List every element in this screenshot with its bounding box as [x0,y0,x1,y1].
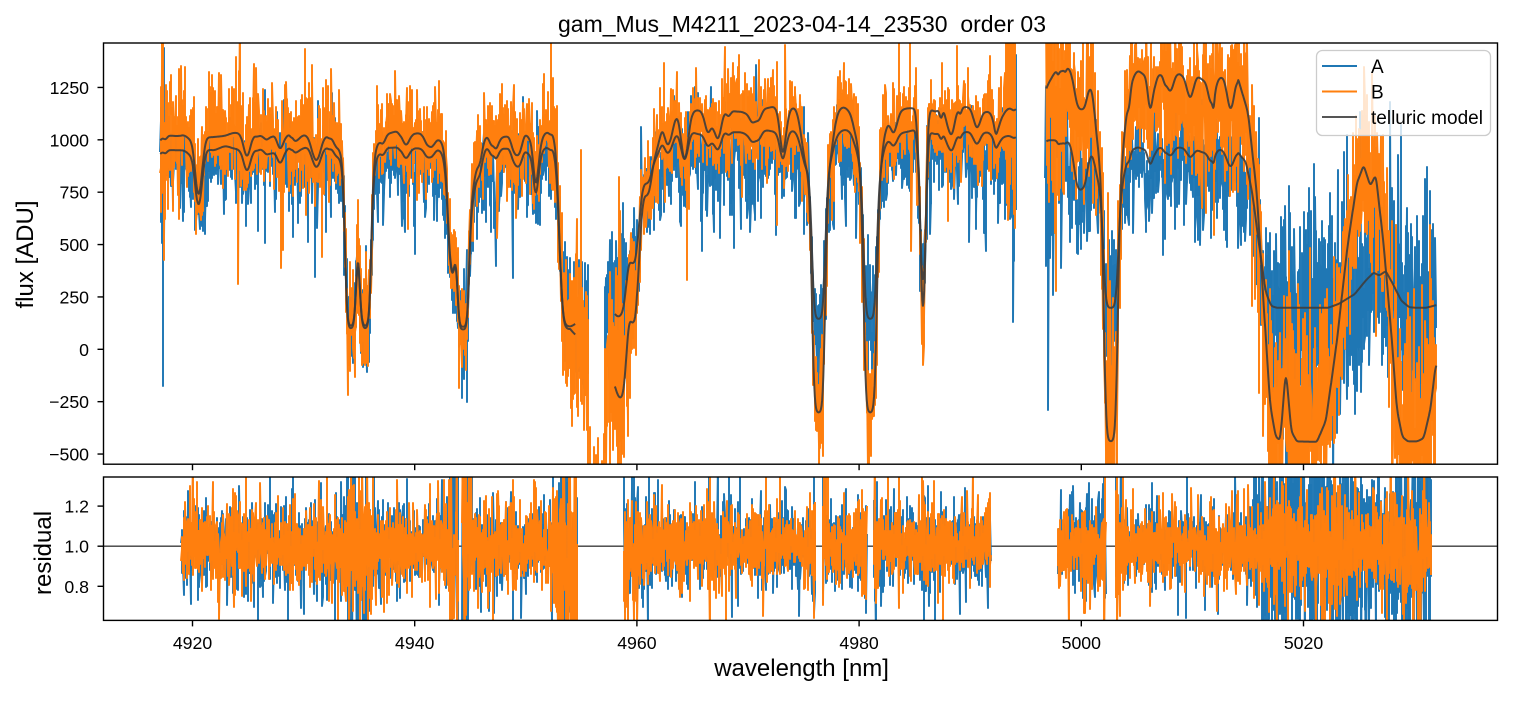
svg-text:5020: 5020 [1284,633,1324,653]
svg-text:4960: 4960 [617,633,657,653]
svg-text:flux [ADU]: flux [ADU] [12,200,39,308]
svg-text:0: 0 [79,340,89,360]
svg-text:250: 250 [59,287,89,307]
svg-text:gam_Mus_M4211_2023-04-14_23530: gam_Mus_M4211_2023-04-14_23530 order 03 [558,11,1046,37]
svg-text:telluric model: telluric model [1371,108,1483,129]
svg-text:1.2: 1.2 [64,497,89,517]
svg-text:0.8: 0.8 [64,577,89,597]
svg-text:1250: 1250 [50,78,90,98]
svg-text:5000: 5000 [1062,633,1102,653]
svg-text:residual: residual [30,511,57,595]
svg-text:4940: 4940 [395,633,435,653]
svg-text:−500: −500 [49,445,89,465]
svg-text:500: 500 [59,235,89,255]
svg-text:1.0: 1.0 [64,537,89,557]
svg-text:4980: 4980 [839,633,879,653]
svg-text:4920: 4920 [173,633,213,653]
svg-text:−250: −250 [49,392,89,412]
svg-text:A: A [1371,57,1384,78]
svg-text:1000: 1000 [50,130,90,150]
svg-text:B: B [1371,82,1384,103]
svg-text:wavelength [nm]: wavelength [nm] [713,655,889,682]
svg-text:750: 750 [59,183,89,203]
